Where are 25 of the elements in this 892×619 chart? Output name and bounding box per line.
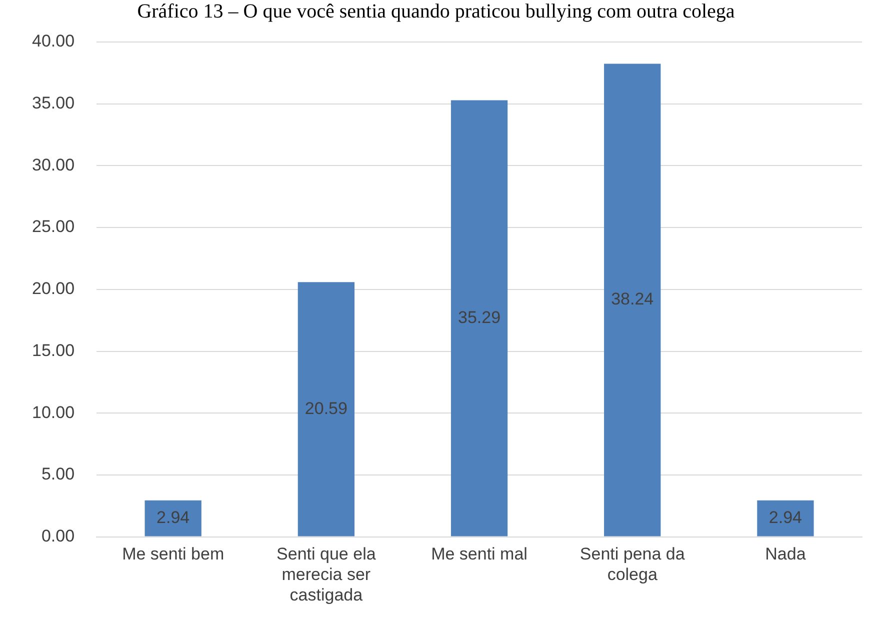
y-tick-label: 10.00 bbox=[32, 402, 75, 422]
y-tick-label: 0.00 bbox=[41, 526, 75, 546]
data-label: 20.59 bbox=[304, 398, 348, 418]
data-label: 38.24 bbox=[611, 290, 654, 309]
bar bbox=[757, 500, 814, 536]
bar bbox=[604, 64, 661, 536]
x-tick-label: Senti que ela merecia ser castigada bbox=[276, 544, 376, 604]
bar bbox=[450, 100, 508, 536]
y-tick-label: 35.00 bbox=[32, 94, 75, 113]
data-label: 35.29 bbox=[458, 308, 501, 327]
y-tick-label: 5.00 bbox=[41, 464, 75, 484]
y-tick-label: 15.00 bbox=[32, 340, 75, 360]
data-label: 2.94 bbox=[156, 508, 190, 528]
x-tick-label: Senti pena da colega bbox=[580, 544, 686, 584]
y-tick-label: 40.00 bbox=[32, 32, 75, 51]
y-tick-label: 25.00 bbox=[32, 217, 75, 236]
x-tick-label: Me senti mal bbox=[431, 544, 528, 564]
bar bbox=[144, 500, 202, 536]
x-tick-label: Me senti bem bbox=[122, 544, 224, 564]
bar bbox=[298, 282, 354, 536]
x-tick-label: Nada bbox=[765, 544, 806, 564]
data-label: 2.94 bbox=[768, 508, 802, 528]
y-tick-label: 30.00 bbox=[32, 155, 75, 174]
y-tick-label: 20.00 bbox=[32, 279, 75, 298]
chart-title: Gráfico 13 – O que você sentia quando praticou bullying com outra colega bbox=[137, 0, 735, 22]
